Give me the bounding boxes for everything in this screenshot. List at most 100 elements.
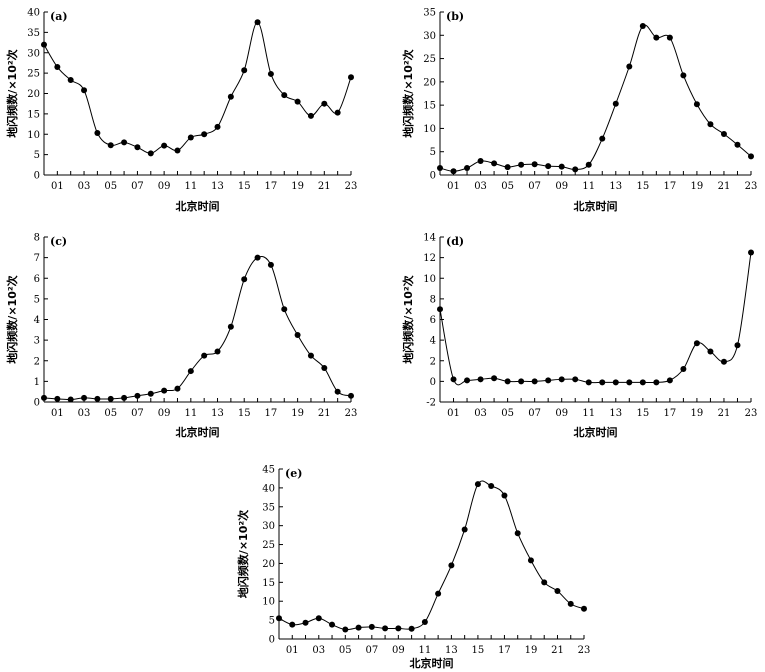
y-tick-label: 4 — [430, 336, 436, 347]
y-tick-label: 15 — [27, 109, 40, 120]
data-point — [94, 395, 101, 402]
x-tick-label: 01 — [447, 408, 460, 419]
y-tick-label: 5 — [34, 150, 40, 161]
data-point — [491, 160, 498, 167]
x-tick-label: 21 — [718, 408, 731, 419]
x-tick-label: 15 — [636, 181, 649, 192]
y-tick-label: -2 — [426, 398, 436, 409]
y-tick-label: 7 — [34, 253, 40, 264]
data-point — [315, 615, 322, 622]
y-tick-label: 8 — [430, 294, 436, 305]
data-point — [334, 109, 341, 116]
chart-panel-d: -2 0 2 4 6 8 10 12 14 01 03 05 07 09 11 13 15 17 19 21 23 (d)… — [401, 233, 757, 440]
y-tick-label: 35 — [262, 502, 275, 513]
y-tick-label: 25 — [27, 69, 40, 80]
x-tick-label: 01 — [447, 181, 460, 192]
y-tick-label: 5 — [269, 616, 275, 627]
panel-label: (b) — [446, 10, 464, 23]
data-point — [267, 70, 274, 77]
y-axis-title: 地闪频数/×10²次 — [5, 49, 19, 137]
data-point — [448, 562, 455, 569]
y-tick-label: 45 — [262, 465, 275, 476]
data-point — [161, 387, 168, 394]
data-point — [461, 526, 468, 533]
data-point — [147, 390, 154, 397]
data-point — [276, 615, 282, 622]
x-tick-label: 05 — [501, 181, 514, 192]
data-point — [680, 72, 687, 79]
data-point — [94, 130, 101, 137]
data-point — [147, 150, 154, 157]
x-tick-label: 13 — [609, 408, 622, 419]
data-point — [680, 366, 687, 372]
data-point — [720, 131, 727, 138]
y-tick-label: 0 — [430, 171, 436, 182]
data-point — [342, 626, 349, 633]
data-point — [720, 358, 727, 365]
x-tick-label: 09 — [555, 408, 568, 419]
y-tick-label: 0 — [34, 171, 40, 182]
y-tick-label: 14 — [423, 233, 436, 244]
data-point — [437, 306, 443, 313]
panel-label: (c) — [50, 235, 67, 248]
data-point — [599, 135, 606, 142]
data-point — [585, 161, 592, 168]
data-point — [541, 579, 548, 586]
x-tick-label: 07 — [528, 408, 541, 419]
x-tick-label: 13 — [211, 181, 224, 192]
data-point — [54, 395, 61, 402]
series-line — [43, 21, 352, 154]
data-point — [585, 379, 592, 386]
data-point — [121, 139, 128, 146]
y-tick-label: 0 — [34, 398, 40, 409]
data-point — [639, 22, 646, 29]
x-tick-label: 11 — [184, 408, 197, 419]
data-point — [307, 112, 314, 119]
data-point — [241, 67, 248, 74]
data-point — [558, 376, 565, 383]
data-point — [581, 605, 587, 612]
y-tick-label: 5 — [34, 294, 40, 305]
data-point — [639, 379, 646, 386]
data-point — [748, 249, 754, 256]
data-point — [134, 392, 141, 399]
x-tick-label: 23 — [745, 181, 758, 192]
y-tick-label: 20 — [262, 559, 275, 570]
data-point — [174, 147, 181, 154]
data-point — [41, 41, 47, 48]
x-tick-label: 11 — [419, 645, 432, 656]
data-point — [450, 168, 457, 175]
data-point — [474, 481, 481, 488]
x-tick-label: 05 — [339, 645, 352, 656]
data-point — [477, 376, 484, 383]
x-tick-label: 01 — [286, 645, 299, 656]
y-tick-label: 20 — [423, 77, 436, 88]
data-point — [81, 87, 88, 94]
y-tick-label: 25 — [423, 54, 436, 65]
data-point — [134, 144, 141, 151]
y-tick-label: 10 — [423, 274, 436, 285]
y-tick-label: 12 — [423, 253, 436, 264]
y-axis-title: 地闪频数/×10²次 — [401, 49, 415, 137]
y-axis-title: 地闪频数/×10²次 — [5, 275, 19, 363]
data-point — [348, 74, 354, 81]
data-point — [421, 619, 428, 625]
x-axis-title: 北京时间 — [574, 425, 618, 439]
x-tick-label: 15 — [636, 408, 649, 419]
y-axis-title: 地闪频数/×10²次 — [236, 510, 250, 598]
data-point — [334, 388, 341, 395]
data-point — [653, 34, 660, 41]
data-point — [599, 379, 606, 386]
series-line — [278, 480, 585, 631]
y-tick-label: 0 — [269, 635, 275, 646]
data-point — [748, 153, 754, 160]
y-axis-title: 地闪频数/×10²次 — [401, 275, 415, 363]
data-point — [567, 600, 574, 607]
data-point — [67, 396, 74, 403]
data-point — [121, 394, 128, 401]
y-tick-label: 15 — [262, 578, 275, 589]
data-point — [67, 77, 74, 84]
data-point — [321, 100, 328, 107]
data-point — [531, 161, 538, 168]
